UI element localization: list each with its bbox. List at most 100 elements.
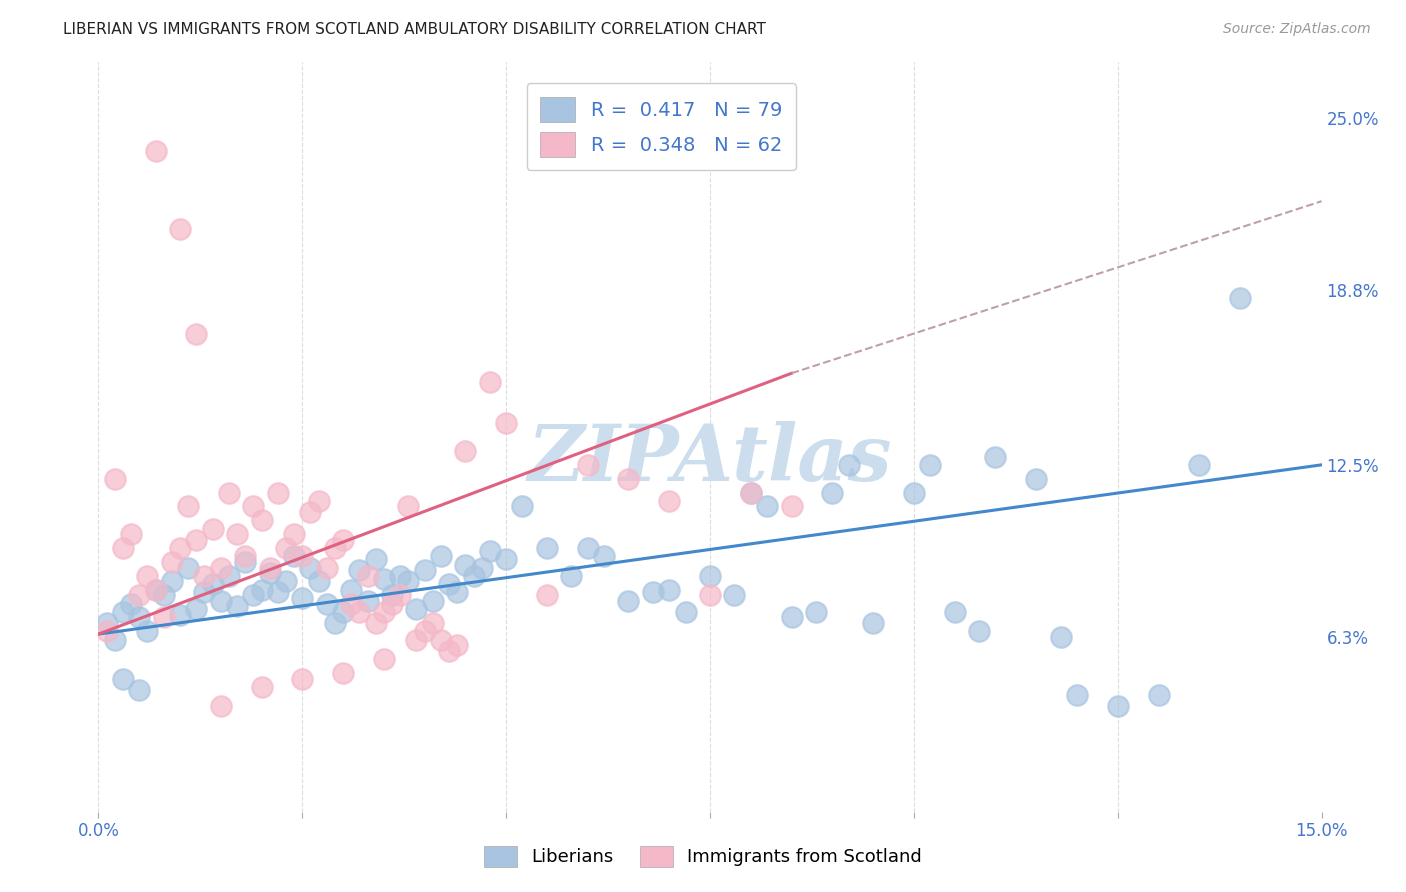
Point [104,472,127,486]
Point [838,458,860,472]
Point [903,485,925,500]
Point [349,563,371,577]
Point [274,574,297,589]
Point [1229,291,1251,305]
Point [389,588,412,602]
Point [446,585,468,599]
Point [145,145,167,159]
Point [512,500,534,514]
Point [250,680,273,694]
Point [128,682,150,697]
Point [283,549,305,564]
Point [740,485,762,500]
Point [340,582,363,597]
Point [821,485,844,500]
Point [177,560,200,574]
Point [267,585,290,599]
Point [576,541,599,555]
Point [699,569,721,583]
Point [250,513,273,527]
Point [226,527,249,541]
Point [152,588,174,602]
Point [413,563,436,577]
Point [186,602,208,616]
Point [145,582,167,597]
Point [299,505,322,519]
Point [233,549,256,564]
Point [160,574,183,589]
Point [96,624,118,639]
Point [364,552,387,566]
Point [1049,630,1071,644]
Point [617,594,640,608]
Point [463,569,485,583]
Point [675,605,697,619]
Point [495,416,517,430]
Text: ZIPAtlas: ZIPAtlas [527,421,893,498]
Point [145,582,167,597]
Point [430,549,453,564]
Point [308,494,330,508]
Point [478,375,501,389]
Point [756,500,779,514]
Point [413,624,436,639]
Point [218,485,240,500]
Point [495,552,517,566]
Point [169,541,191,555]
Point [381,588,404,602]
Point [201,577,224,591]
Point [780,500,803,514]
Point [364,615,387,630]
Point [422,594,444,608]
Point [862,615,884,630]
Point [291,672,314,686]
Point [111,605,134,619]
Point [291,549,314,564]
Point [356,594,378,608]
Point [536,588,558,602]
Point [641,585,664,599]
Point [593,549,616,564]
Point [356,569,378,583]
Point [283,527,305,541]
Point [967,624,990,639]
Point [332,533,354,547]
Point [291,591,314,605]
Point [96,615,118,630]
Point [576,458,599,472]
Point [259,560,281,574]
Point [315,597,337,611]
Legend: Liberians, Immigrants from Scotland: Liberians, Immigrants from Scotland [477,838,929,874]
Point [560,569,582,583]
Point [308,574,330,589]
Point [242,500,264,514]
Point [111,541,134,555]
Point [396,574,419,589]
Point [340,597,363,611]
Point [315,560,337,574]
Point [250,582,273,597]
Point [323,615,346,630]
Point [120,597,142,611]
Point [209,560,232,574]
Point [920,458,942,472]
Point [723,588,745,602]
Point [111,672,134,686]
Point [396,500,419,514]
Point [136,624,159,639]
Point [405,632,427,647]
Point [446,638,468,652]
Point [478,544,501,558]
Point [658,582,681,597]
Point [373,572,395,586]
Point [128,588,150,602]
Point [780,610,803,624]
Point [332,605,354,619]
Point [471,560,494,574]
Point [128,610,150,624]
Point [658,494,681,508]
Point [454,444,477,458]
Point [193,585,215,599]
Point [152,610,174,624]
Point [437,577,460,591]
